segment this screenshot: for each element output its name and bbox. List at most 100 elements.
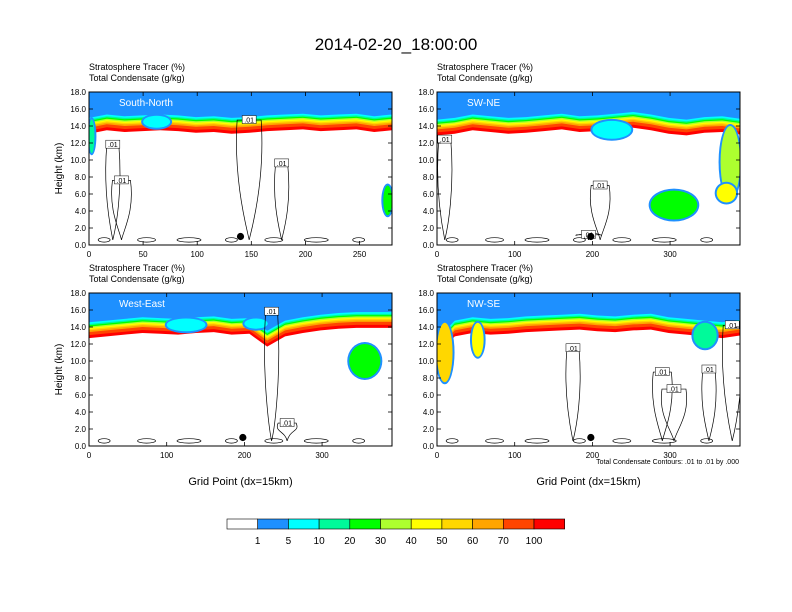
y-tick-label: 12.0 [418,139,434,148]
location-marker [239,433,247,442]
contour-line [176,237,202,243]
panel-corner-label: NW-SE [467,299,500,310]
contour-label-box [241,115,257,124]
y-axis-label: Height (km) [54,143,65,195]
colorbar-swatch [380,518,412,530]
x-tick-label: 100 [508,250,522,259]
tracer-patch [693,322,717,349]
x-tick-label: 50 [139,250,148,259]
y-tick-label: 8.0 [75,374,87,383]
y-tick-label: 6.0 [423,190,435,199]
y-tick-label: 6.0 [423,391,435,400]
colorbar-label: 100 [526,536,543,547]
x-tick-label: 150 [245,250,259,259]
y-tick-label: 10.0 [70,156,86,165]
y-tick-label: 8.0 [423,173,435,182]
y-tick-label: 4.0 [423,408,435,417]
tracer-patch [383,185,392,216]
contour-label-box [701,364,717,374]
contour-line [445,237,459,243]
x-tick-label: 100 [508,451,522,460]
contour-line [524,237,550,243]
x-tick-label: 0 [435,451,440,460]
y-axis-label: Height (km) [54,344,65,396]
contour-line [225,237,238,243]
contour-label-box [114,175,129,185]
colorbar-label: 1 [255,536,261,547]
contour-label: .01 [704,367,714,374]
plot-frame [88,91,393,246]
panel-title-line: Stratosphere Tracer (%) [437,62,533,72]
colorbar-label: 50 [436,536,448,547]
contour-line [225,438,238,444]
y-tick-label: 2.0 [75,224,87,233]
contour-line [573,237,586,243]
x-tick-label: 0 [87,250,92,259]
x-tick-label: 200 [586,451,600,460]
condensate-contours [97,311,366,444]
contour-line [137,237,156,243]
plot-area: .01 .01 .01 .01 .01 NW-SE [437,293,740,446]
plot-frame [436,292,741,447]
condensate-contours [445,324,740,444]
contour-line [97,438,111,444]
contour-label-box [724,320,740,330]
contour-label: .01 [657,370,667,377]
contour-label-box [264,306,279,316]
colorbar-swatch [288,518,320,530]
y-tick-label: 10.0 [418,156,434,165]
panel-sw-ne: Stratosphere Tracer (%)Total Condensate … [418,62,741,259]
colorbar-swatch [441,518,473,530]
y-tick-label: 16.0 [70,105,86,114]
contour-label: .01 [108,142,118,149]
panel-west-east: Stratosphere Tracer (%)Total Condensate … [54,263,393,488]
panel-nw-se: Stratosphere Tracer (%)Total Condensate … [418,263,741,488]
contour-label: .01 [568,346,578,353]
contour-line [660,388,688,441]
tracer-patch [166,318,206,332]
tracer-patch [143,115,171,128]
tracer-patch [592,120,632,139]
y-tick-label: 18.0 [70,88,86,97]
x-tick-label: 300 [663,451,677,460]
figure-title: 2014-02-20_18:00:00 [315,35,478,54]
x-tick-label: 0 [87,451,92,460]
x-axis-label: Grid Point (dx=15km) [188,476,292,488]
tracer-band-1pct [89,92,392,118]
tracer-patch [471,322,484,357]
panel-title-line: Stratosphere Tracer (%) [89,263,185,273]
colorbar-swatch [349,518,381,530]
y-tick-label: 0.0 [423,442,435,451]
y-tick-label: 14.0 [70,122,86,131]
contour-line [105,144,121,240]
x-tick-label: 250 [353,250,367,259]
contour-line [565,347,581,441]
contour-line [651,237,677,243]
contour-label-box [655,367,670,376]
panel-title-line: Total Condensate (g/kg) [89,274,185,284]
contour-line [573,438,586,444]
contour-line [303,438,329,444]
tracer-patch [349,344,381,378]
panel-title-line: Total Condensate (g/kg) [437,274,533,284]
contour-line [700,237,714,243]
contour-label: .01 [282,421,292,428]
y-tick-label: 16.0 [418,306,434,315]
contour-label-box [437,134,453,144]
x-tick-label: 0 [435,250,440,259]
tracer-band-1pct [437,92,740,120]
y-tick-label: 16.0 [418,105,434,114]
y-tick-label: 12.0 [70,139,86,148]
y-tick-label: 4.0 [75,408,87,417]
y-tick-label: 12.0 [418,340,434,349]
colorbar-swatch [318,518,351,530]
y-tick-label: 6.0 [75,391,87,400]
tracer-patch [720,126,740,199]
panel-title-line: Stratosphere Tracer (%) [89,62,185,72]
y-tick-label: 2.0 [75,425,87,434]
contour-line [612,237,632,243]
panel-title-line: Total Condensate (g/kg) [89,73,185,83]
tracer-patch [716,183,737,203]
